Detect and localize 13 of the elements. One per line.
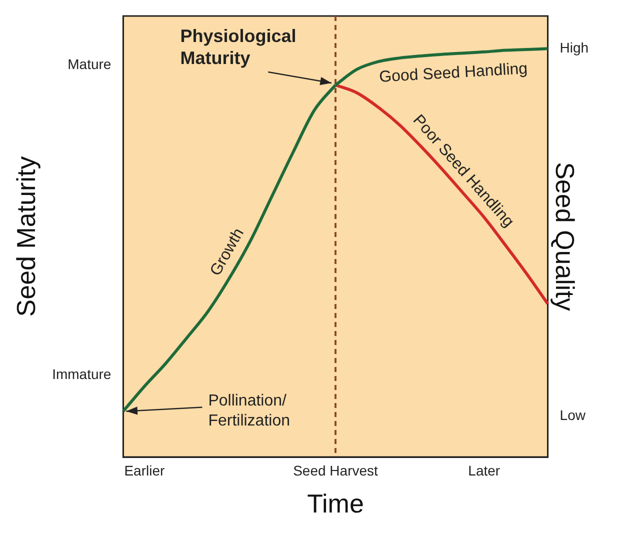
y2-axis-title: Seed Quality bbox=[550, 162, 580, 311]
annotation: Physiological Maturity bbox=[180, 26, 296, 68]
text: Immature bbox=[52, 366, 112, 382]
text: Mature bbox=[68, 56, 112, 72]
x-tick-label: Seed Harvest bbox=[293, 462, 378, 478]
x-tick-label: Earlier bbox=[124, 462, 165, 478]
x-axis-title: Time bbox=[307, 488, 364, 519]
y-axis-title: Seed Maturity bbox=[10, 156, 41, 317]
text: Low bbox=[560, 407, 586, 424]
x-tick-label: Later bbox=[468, 462, 500, 478]
series-label: Good Seed Handling bbox=[378, 60, 528, 86]
text: High bbox=[560, 40, 589, 56]
annotation: Pollination/ Fertilization bbox=[208, 392, 290, 430]
